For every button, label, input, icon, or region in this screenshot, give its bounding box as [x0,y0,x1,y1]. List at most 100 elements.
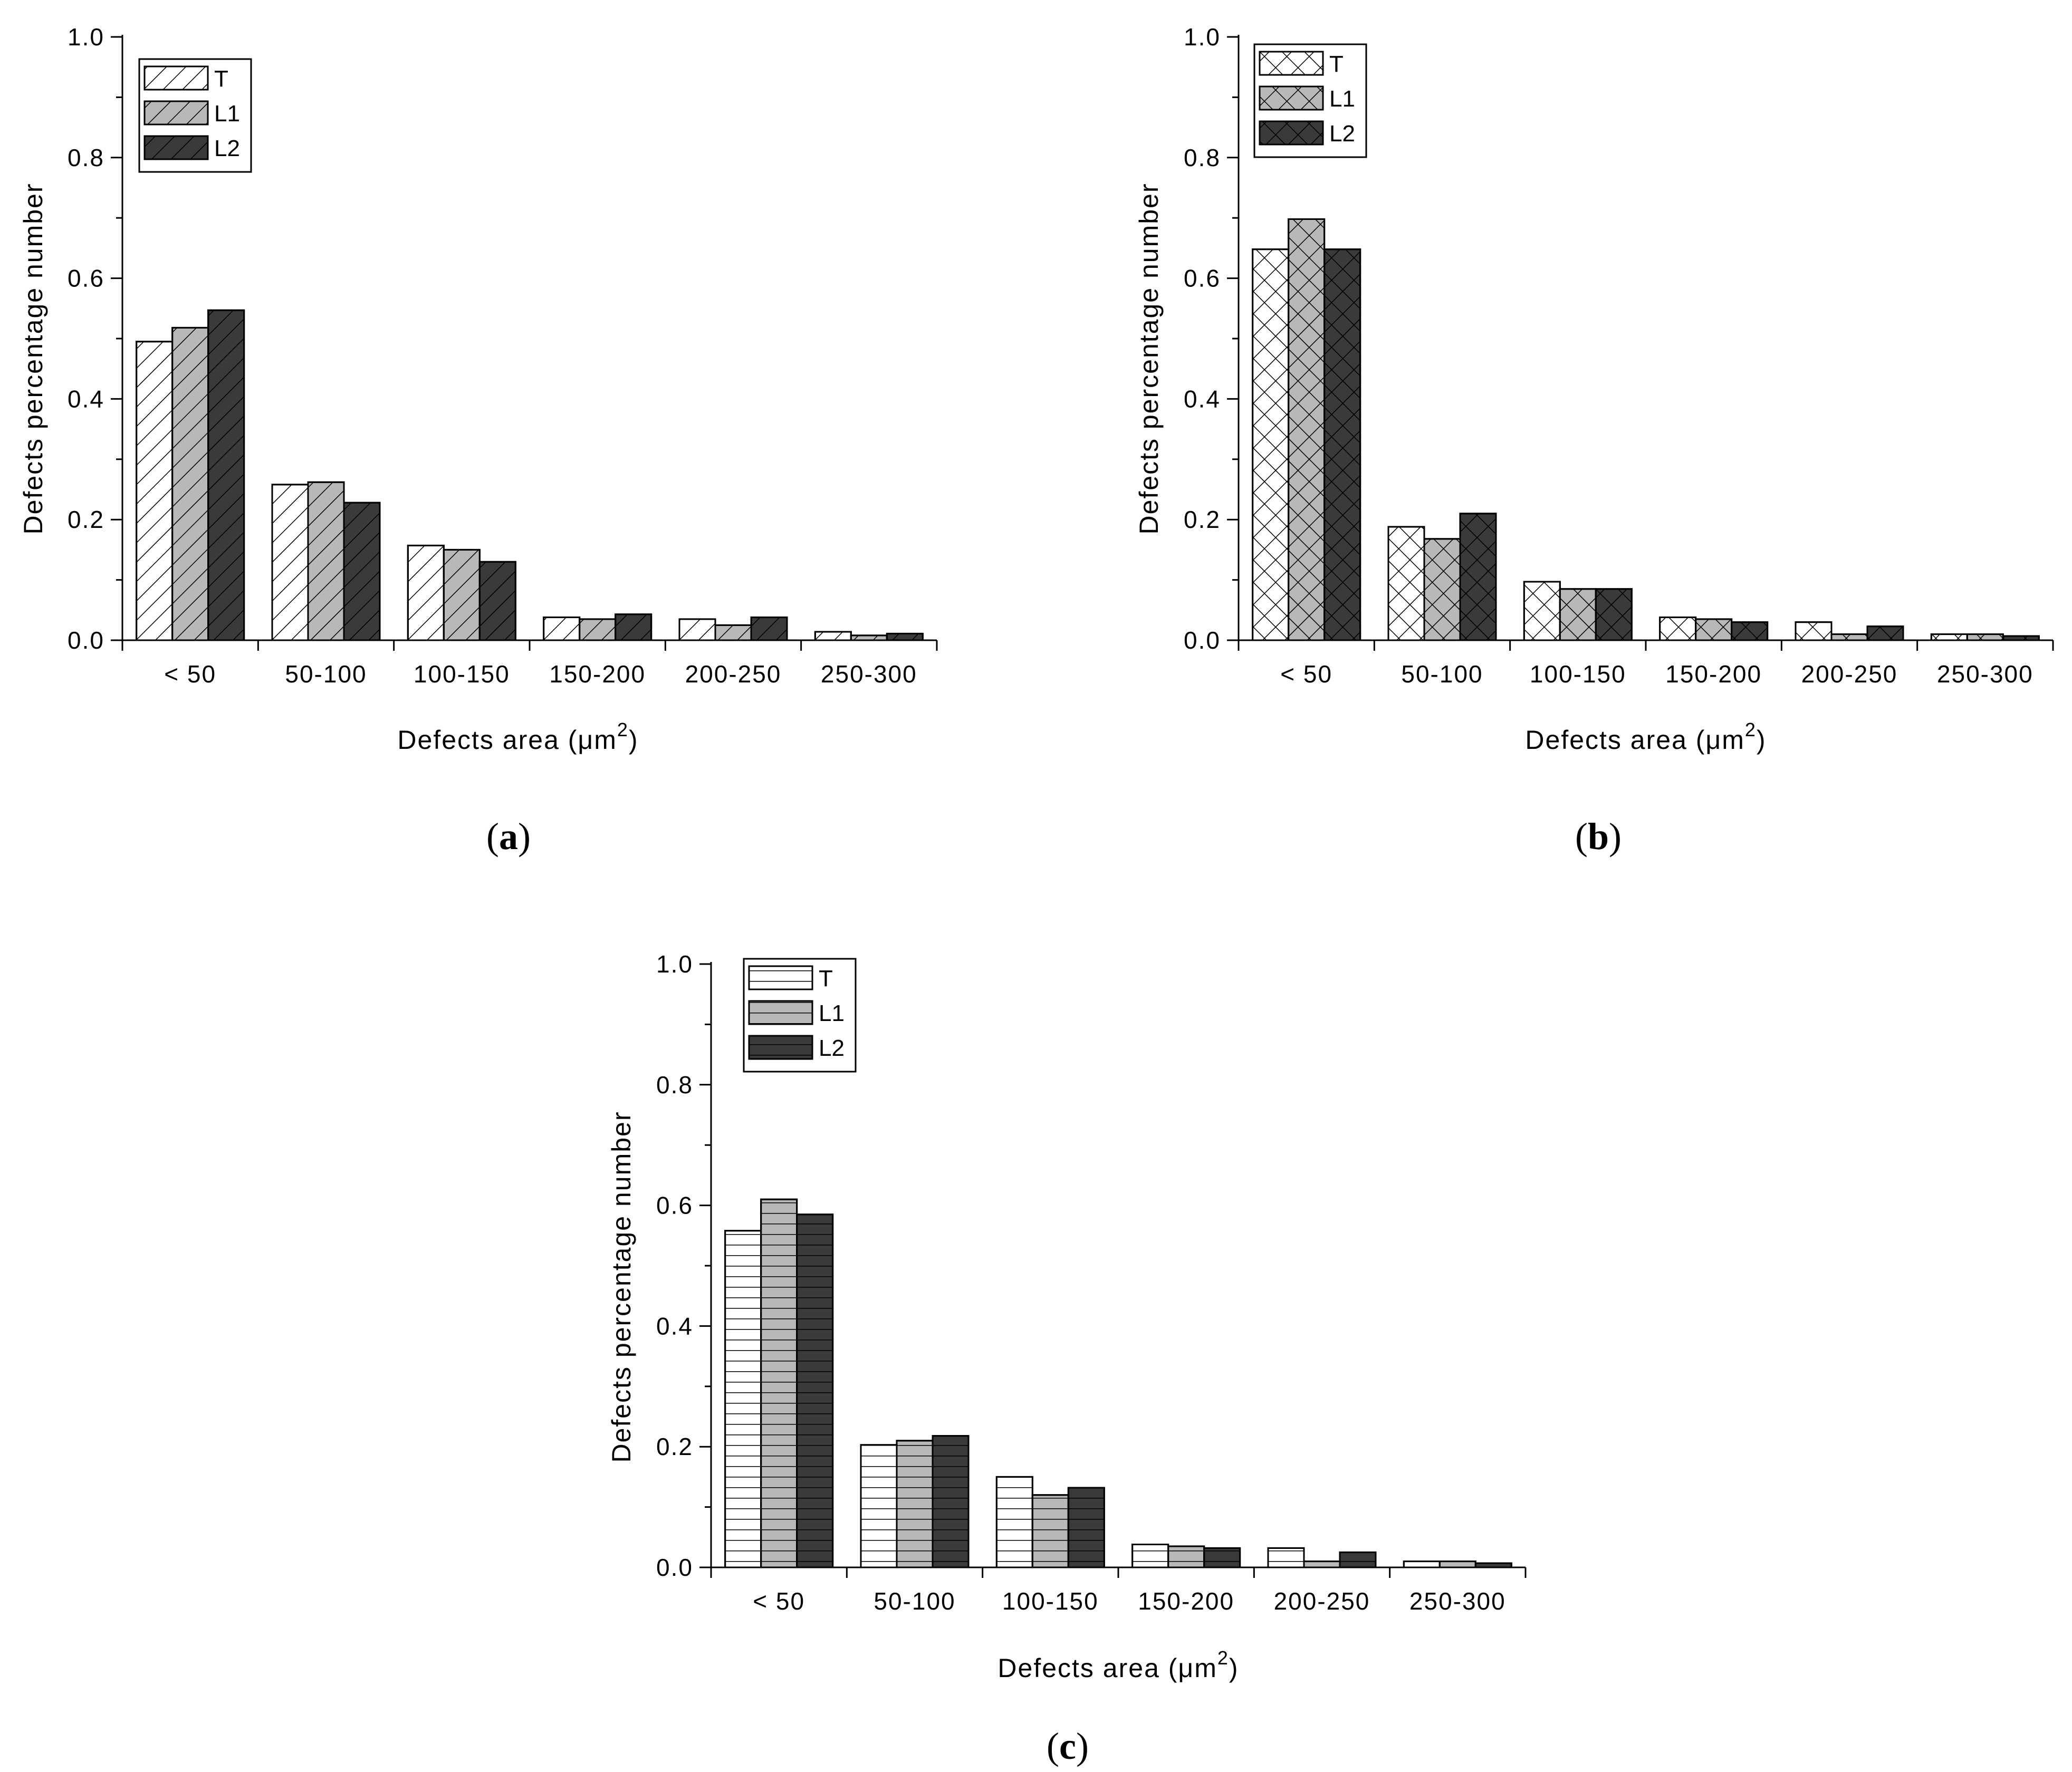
chart-c-bar-pattern [1031,1494,1069,1568]
chart-b-plot: 0.0 0.2 0.4 0.6 0.8 1.0 < 50 50-100 100-150 150-2… [1184,23,2054,688]
chart-b-y-tick-label: 0.6 [1184,265,1221,292]
chart-c-bar-pattern [932,1435,970,1568]
chart-c-legend: T L1 L2 [743,958,857,1073]
chart-a-bar-pattern [579,618,617,641]
chart-c-bar-pattern [1267,1547,1305,1568]
chart-a-x-tick-label: 200-250 [685,660,782,688]
chart-a-legend-swatch-pattern [143,135,209,160]
chart-a-y-tick-label: 0.8 [68,144,104,171]
chart-a-bar-pattern [678,618,716,641]
chart-c-legend-swatch-pattern [748,1035,813,1060]
chart-b-bar-pattern [1795,621,1833,641]
chart-b-y-tick-label: 0.8 [1184,144,1221,171]
chart-b-bar-pattern [1659,617,1697,641]
chart-c-y-tick-label: 0.8 [656,1071,693,1099]
chart-b-x-axis-title-unit: μm [1705,725,1744,755]
chart-b-x-axis-title-close: ) [1757,725,1767,755]
chart-a-y-tick-label: 0.4 [68,385,104,412]
chart-a-legend-label-l1: L1 [214,101,240,127]
chart-b-bar-pattern [1323,248,1361,641]
chart-b-x-tick-label: 100-150 [1530,660,1626,688]
chart-c-bar-pattern [860,1444,898,1568]
chart-b-bar-pattern [1731,621,1769,641]
chart-c-x-axis-title-main: Defects area ( [997,1653,1178,1683]
chart-b-bar-pattern [1559,588,1597,641]
chart-a-y-tick-label: 0.6 [68,265,104,292]
chart-c-bar-pattern [1167,1545,1205,1568]
chart-b-bar-pattern [1930,633,1968,641]
chart-b-bar-pattern [1459,513,1497,641]
panel-caption-a: (a) [486,815,531,858]
chart-a-bar-pattern [271,484,309,641]
chart-b-bar-pattern [1423,538,1461,641]
chart-c-legend-swatch-pattern [748,1000,813,1025]
chart-b-bar-pattern [1695,618,1733,641]
chart-b-x-tick-label: 200-250 [1801,660,1898,688]
chart-a-y-tick-label: 0.0 [68,627,104,654]
chart-c-x-tick-label: 250-300 [1409,1587,1506,1615]
chart-a-x-axis-title: Defects area (μm2) [397,719,638,755]
chart-a-bar-pattern [343,502,381,641]
chart-b-y-tick-label: 1.0 [1184,23,1221,51]
chart-c-x-tick-label: < 50 [753,1587,805,1615]
chart-b-x-tick-label: 250-300 [1937,660,2033,688]
chart-a-legend-swatch-pattern [143,65,209,91]
chart-c-y-axis-title: Defects percentage number [607,1111,636,1462]
chart-panel-a: 0.0 0.2 0.4 0.6 0.8 1.0 < 50 50-100 100-150 150-2… [18,23,938,858]
chart-b-bar-pattern [1595,588,1633,641]
chart-a-x-tick-label: 250-300 [821,660,917,688]
chart-b-legend-swatch-pattern [1259,120,1324,146]
chart-c-y-tick-label: 0.4 [656,1312,693,1340]
chart-c-y-tick-label: 0.0 [656,1554,693,1581]
chart-b-x-tick-label: 150-200 [1665,660,1762,688]
chart-c-bar-pattern [1403,1561,1441,1568]
chart-c-y-tick-label: 0.6 [656,1192,693,1219]
chart-c-legend-label-t: T [819,966,833,991]
chart-b-bar-pattern [1830,633,1868,641]
chart-c-bar-pattern [896,1440,934,1568]
chart-c-y-tick-label: 1.0 [656,950,693,978]
chart-a-y-tick-label: 0.2 [68,506,104,533]
chart-a-bar-pattern [407,544,445,641]
chart-a-bar-pattern [543,617,581,641]
chart-a-y-tick-label: 1.0 [68,23,104,51]
chart-b-x-axis-title: Defects area (μm2) [1525,719,1766,755]
chart-a-bar-pattern [307,481,345,641]
chart-a-bar-pattern [750,617,788,641]
chart-c-x-axis-title: Defects area (μm2) [997,1647,1239,1683]
chart-b-y-tick-label: 0.2 [1184,506,1221,533]
chart-c-bar-pattern [1067,1487,1105,1568]
chart-b-legend-swatch-pattern [1259,51,1324,76]
chart-c-x-tick-label: 200-250 [1274,1587,1370,1615]
chart-a-legend-swatch-pattern [143,100,209,126]
chart-a-legend-label-l2: L2 [214,136,240,161]
chart-c-x-tick-label: 50-100 [874,1587,955,1615]
panel-caption-b: (b) [1575,815,1622,858]
chart-c-legend-label-l1: L1 [819,1000,845,1026]
chart-b-legend-label-l1: L1 [1329,86,1355,112]
chart-c-x-tick-label: 150-200 [1138,1587,1234,1615]
panel-caption-c: (c) [1047,1725,1089,1767]
chart-panel-b: 0.0 0.2 0.4 0.6 0.8 1.0 < 50 50-100 100-150 150-2… [1134,23,2054,858]
chart-c-y-tick-label: 0.2 [656,1433,693,1460]
chart-b-bar-pattern [1387,526,1425,641]
chart-a-bar-pattern [714,624,752,641]
chart-a-y-axis-title: Defects percentage number [18,182,48,534]
chart-b-x-tick-label: < 50 [1280,660,1332,688]
chart-b-legend: T L1 L2 [1253,43,1367,158]
chart-b-bar-pattern [1523,581,1561,641]
chart-a-bar-pattern [443,548,481,641]
chart-b-x-tick-label: 50-100 [1401,660,1483,688]
chart-b-bar-pattern [1966,633,2004,641]
chart-c-legend-label-l2: L2 [819,1035,845,1061]
chart-c-bar-pattern [995,1476,1033,1568]
chart-b-bar-pattern [1288,218,1326,641]
chart-c-bar-pattern [1339,1551,1377,1568]
chart-a-legend-label-t: T [214,66,228,92]
chart-a-x-axis-title-close: ) [629,725,639,755]
chart-b-legend-label-l2: L2 [1329,121,1355,147]
chart-c-bar-pattern [796,1214,834,1568]
chart-b-x-axis-title-sup: 2 [1745,719,1757,740]
chart-b-legend-label-t: T [1329,51,1344,77]
